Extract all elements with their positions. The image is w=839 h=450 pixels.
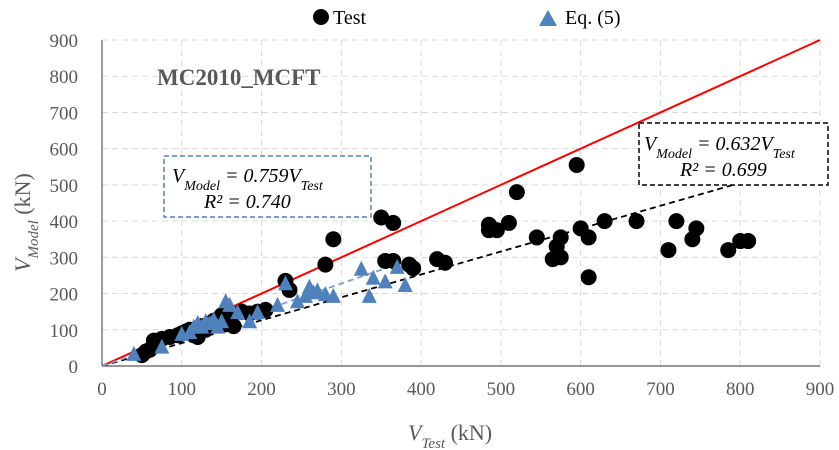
eq5-annotation-r2: R² = 0.740 [203,191,291,213]
test-point [552,249,569,266]
y-tick-label: 600 [50,140,79,161]
y-tick-label: 500 [50,176,79,197]
eq5-point [154,338,170,354]
x-tick-label: 200 [247,379,276,400]
eq5-annotation-equation: VModel = 0.759VTest [172,165,324,194]
eq5-point [126,345,142,361]
y-tick-label: 300 [50,248,79,269]
test-point [580,229,597,246]
eq5-point [277,275,293,291]
test-point [660,242,677,259]
legend-test-label: Test [333,7,366,29]
test-point [596,213,613,230]
eq5-point [242,313,258,329]
test-annotation-equation: VModel = 0.632VTest [644,133,796,162]
test-point [688,220,705,237]
data-points [126,156,757,364]
test-point [437,254,454,271]
eq5-annotation-box [163,155,372,218]
eq5-point [230,304,246,320]
test-fit-annotation: VModel = 0.632VTest R² = 0.699 [638,122,829,186]
test-point [720,242,737,259]
x-tick-label: 500 [487,379,516,400]
eq5-point [377,273,393,289]
eq5-point [250,304,266,320]
chart-title: MC2010_MCFT [157,65,321,90]
x-tick-label: 900 [806,379,835,400]
eq5-point [289,293,305,309]
test-point [528,229,545,246]
y-tick-label: 900 [50,31,79,52]
grid [102,39,821,366]
x-axis-title: VTest (kN) [408,420,492,450]
eq5-point [222,296,238,312]
eq5-point [214,313,230,329]
x-tick-label: 700 [646,379,675,400]
y-tick-label: 0 [69,357,79,378]
test-point [740,233,757,250]
test-point [500,214,517,231]
x-tick-label: 400 [407,379,436,400]
test-point [317,256,334,273]
test-point [405,260,422,277]
x-tick-label: 100 [168,379,197,400]
eq5-point [353,260,369,276]
legend: Test Eq. (5) [313,7,621,29]
eq5-point [365,269,381,285]
x-tick-label: 600 [566,379,595,400]
y-tick-label: 400 [50,212,79,233]
y-tick-label: 800 [50,67,79,88]
eq5-point [325,287,341,303]
test-point [488,222,505,239]
eq5-point [389,258,405,274]
tick-labels: 0 100 200 300 400 500 600 700 800 900 0 100 200 300 40… [50,31,835,400]
eq5-point [309,282,325,298]
test-point [568,156,585,173]
legend-eq5-marker [539,10,557,26]
eq5-point [270,296,286,312]
y-tick-label: 200 [50,285,79,306]
test-point [580,269,597,286]
test-point [225,318,242,335]
test-point [325,231,342,248]
test-point [628,213,645,230]
eq5-point [397,277,413,292]
x-tick-label: 300 [327,379,356,400]
y-axis-title: VModel (kN) [10,173,42,272]
test-point [668,213,685,230]
axes [101,40,820,367]
test-annotation-box [638,122,829,186]
legend-test-marker [313,9,329,25]
test-annotation-r2: R² = 0.699 [679,159,767,181]
test-point [508,184,525,201]
x-tick-label: 800 [726,379,755,400]
legend-eq5-label: Eq. (5) [565,7,621,29]
test-point [552,229,569,246]
y-tick-label: 100 [50,321,79,342]
test-point [373,209,390,226]
eq5-fit-annotation: VModel = 0.759VTest R² = 0.740 [163,155,372,218]
test-point [385,214,402,231]
y-tick-label: 700 [50,103,79,124]
eq5-point [361,287,377,303]
x-tick-label: 0 [97,379,107,400]
